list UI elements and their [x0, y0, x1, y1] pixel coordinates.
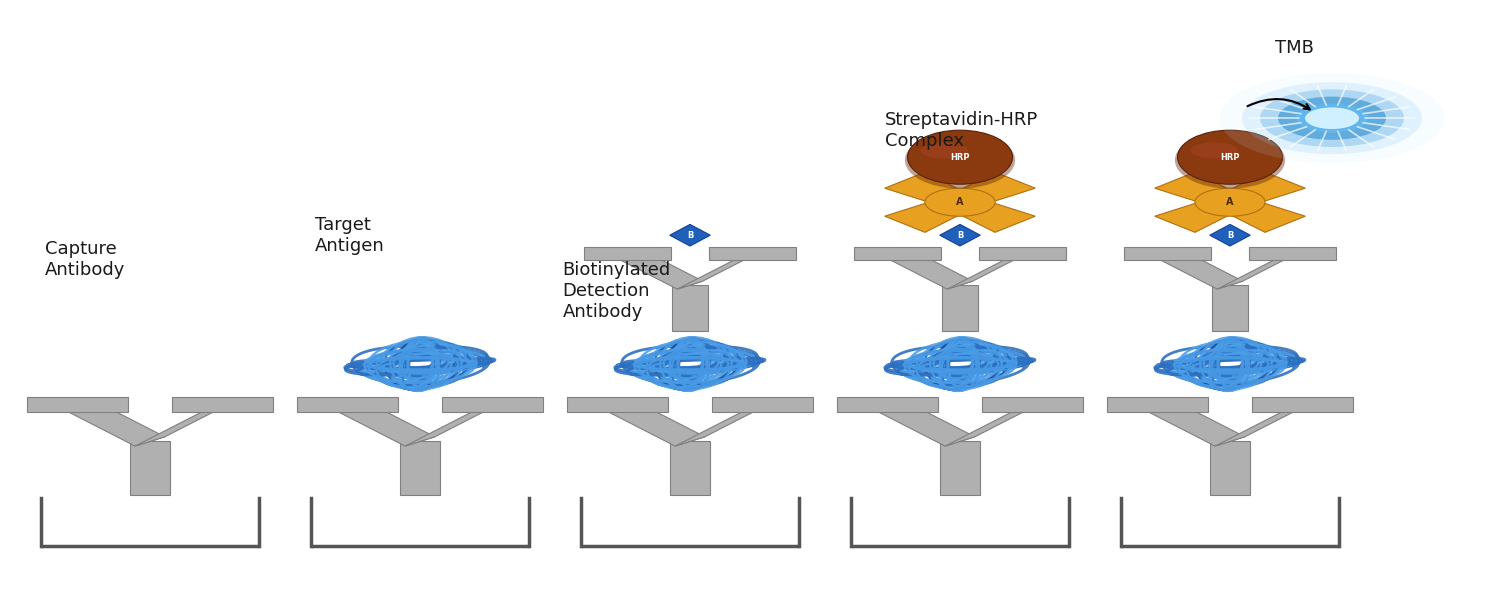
Polygon shape — [942, 285, 978, 331]
Ellipse shape — [1191, 142, 1237, 158]
Circle shape — [1305, 107, 1359, 129]
Polygon shape — [946, 172, 1035, 208]
Ellipse shape — [921, 142, 968, 158]
Polygon shape — [939, 224, 981, 246]
Polygon shape — [1216, 172, 1305, 208]
Polygon shape — [135, 400, 237, 446]
Polygon shape — [676, 249, 765, 289]
Ellipse shape — [1178, 130, 1282, 184]
Polygon shape — [1209, 442, 1251, 495]
Polygon shape — [172, 397, 273, 412]
Polygon shape — [1209, 224, 1249, 246]
Polygon shape — [1107, 397, 1208, 412]
Polygon shape — [980, 247, 1065, 260]
Polygon shape — [675, 400, 777, 446]
Polygon shape — [585, 247, 670, 260]
Polygon shape — [27, 397, 128, 412]
Polygon shape — [1155, 172, 1244, 208]
Polygon shape — [945, 400, 1047, 446]
Ellipse shape — [908, 130, 1013, 184]
Polygon shape — [1216, 197, 1305, 232]
Circle shape — [926, 188, 994, 216]
Polygon shape — [1155, 249, 1244, 289]
Polygon shape — [837, 397, 938, 412]
Polygon shape — [1155, 197, 1244, 232]
Polygon shape — [855, 247, 940, 260]
Text: B: B — [1227, 231, 1233, 240]
Text: HRP: HRP — [951, 153, 969, 162]
Polygon shape — [63, 400, 165, 446]
Text: Target
Antigen: Target Antigen — [315, 216, 384, 255]
Ellipse shape — [904, 132, 1016, 188]
Polygon shape — [885, 197, 974, 232]
Text: Capture
Antibody: Capture Antibody — [45, 240, 126, 279]
Circle shape — [1260, 89, 1404, 147]
Text: B: B — [957, 231, 963, 240]
Circle shape — [1220, 73, 1444, 163]
Polygon shape — [603, 400, 705, 446]
Polygon shape — [615, 249, 704, 289]
Circle shape — [1296, 104, 1368, 133]
Text: Streptavidin-HRP
Complex: Streptavidin-HRP Complex — [885, 111, 1038, 150]
Polygon shape — [669, 442, 711, 495]
Polygon shape — [885, 172, 974, 208]
Polygon shape — [1252, 397, 1353, 412]
Text: A: A — [1227, 197, 1233, 207]
Polygon shape — [1216, 249, 1305, 289]
Polygon shape — [1215, 400, 1317, 446]
Polygon shape — [885, 249, 974, 289]
Polygon shape — [939, 442, 981, 495]
Text: HRP: HRP — [1221, 153, 1239, 162]
Polygon shape — [873, 400, 975, 446]
Polygon shape — [710, 247, 795, 260]
Polygon shape — [1250, 247, 1335, 260]
Polygon shape — [1125, 247, 1210, 260]
Polygon shape — [399, 442, 441, 495]
Polygon shape — [672, 285, 708, 331]
Polygon shape — [297, 397, 398, 412]
Text: TMB: TMB — [1275, 39, 1314, 57]
Polygon shape — [442, 397, 543, 412]
Text: A: A — [957, 197, 963, 207]
Circle shape — [1278, 97, 1386, 140]
Polygon shape — [1212, 285, 1248, 331]
Circle shape — [1196, 188, 1264, 216]
Polygon shape — [1143, 400, 1245, 446]
Polygon shape — [982, 397, 1083, 412]
Ellipse shape — [1174, 132, 1286, 188]
Polygon shape — [333, 400, 435, 446]
Circle shape — [1242, 82, 1422, 154]
Polygon shape — [129, 442, 171, 495]
Text: B: B — [687, 231, 693, 240]
Polygon shape — [946, 197, 1035, 232]
Polygon shape — [712, 397, 813, 412]
Polygon shape — [405, 400, 507, 446]
Polygon shape — [946, 249, 1035, 289]
Polygon shape — [567, 397, 668, 412]
Polygon shape — [669, 224, 711, 246]
Text: Biotinylated
Detection
Antibody: Biotinylated Detection Antibody — [562, 261, 670, 320]
